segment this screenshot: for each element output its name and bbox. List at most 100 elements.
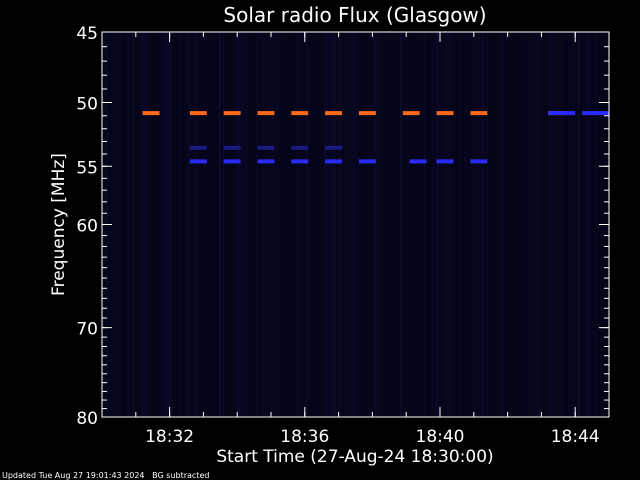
noise-streak (588, 32, 590, 417)
band-segment (325, 111, 342, 116)
noise-streak (223, 32, 224, 417)
noise-streak (191, 32, 193, 417)
band-segment (325, 145, 342, 150)
noise-streak (261, 32, 263, 417)
noise-streak (271, 32, 273, 417)
noise-streak (378, 32, 380, 417)
noise-streak (237, 32, 239, 417)
noise-streak (114, 32, 116, 417)
band-segment (223, 111, 241, 116)
band-segment (470, 111, 488, 116)
noise-streak (386, 32, 388, 417)
noise-streak (537, 32, 539, 417)
noise-streak (502, 32, 504, 417)
noise-streak (347, 32, 349, 417)
y-tick-label: 45 (76, 24, 98, 44)
noise-streak (326, 32, 328, 417)
noise-streak (276, 32, 278, 417)
noise-streak (558, 32, 560, 417)
noise-streak (306, 32, 308, 417)
noise-streak (400, 32, 402, 417)
noise-streak (117, 32, 118, 417)
noise-streak (165, 32, 167, 417)
noise-streak (354, 32, 356, 417)
y-tick-label: 50 (76, 95, 98, 115)
noise-streak (256, 32, 258, 417)
noise-streak (324, 32, 326, 417)
axes: 45 50 55 60 70 80 18:32 18:36 18:40 18:44 (76, 24, 610, 447)
noise-streak (508, 32, 510, 417)
noise-streak (442, 32, 444, 417)
band-segment (436, 111, 454, 116)
noise-streak (239, 32, 241, 417)
noise-streak (578, 32, 580, 417)
x-tick-label: 18:44 (551, 427, 600, 447)
noise-streak (501, 32, 503, 417)
x-tick-label: 18:32 (145, 427, 194, 447)
noise-streak (533, 32, 535, 417)
footer-status: Updated Tue Aug 27 19:01:43 2024 BG subt… (2, 471, 209, 480)
noise-streak (356, 32, 358, 417)
y-tick-label: 60 (76, 217, 98, 237)
noise-streak (473, 32, 475, 417)
noise-streak (334, 32, 336, 417)
noise-streak (445, 32, 447, 417)
plot-area (102, 32, 609, 417)
noise-streak (147, 32, 149, 417)
noise-streak (551, 32, 553, 417)
noise-streak (549, 32, 551, 417)
band-segment (142, 111, 160, 116)
noise-streak (237, 32, 239, 417)
noise-streak (556, 32, 558, 417)
noise-streak (264, 32, 266, 417)
noise-streak (480, 32, 482, 417)
noise-streak (235, 32, 237, 417)
noise-streak (246, 32, 248, 417)
noise-streak (243, 32, 245, 417)
noise-streak (418, 32, 420, 417)
noise-streak (325, 32, 327, 417)
chart-title: Solar radio Flux (Glasgow) (223, 3, 486, 27)
noise-streak (126, 32, 128, 417)
noise-streak (179, 32, 181, 417)
band-segment (291, 159, 309, 164)
x-tick-label: 18:36 (280, 427, 329, 447)
noise-streak (269, 32, 271, 417)
noise-streak (305, 32, 307, 417)
band-segment (358, 159, 376, 164)
noise-streak (266, 32, 268, 417)
noise-streak (145, 32, 147, 417)
noise-streak (220, 32, 221, 417)
noise-streak (460, 32, 462, 417)
band-segment (582, 111, 609, 116)
noise-streak (586, 32, 588, 417)
noise-streak (187, 32, 189, 417)
noise-streak (171, 32, 172, 417)
noise-streak (379, 32, 381, 417)
y-tick-label: 80 (76, 409, 98, 429)
noise-streak (160, 32, 162, 417)
band-segment (223, 159, 241, 164)
updated-timestamp: Updated Tue Aug 27 19:01:43 2024 (2, 471, 145, 480)
noise-streak (436, 32, 437, 417)
noise-streak (141, 32, 143, 417)
band-segment (189, 159, 207, 164)
noise-streak (307, 32, 309, 417)
noise-streak (128, 32, 130, 417)
noise-streak (344, 32, 346, 417)
noise-streak (586, 32, 588, 417)
emission-bands (142, 111, 609, 164)
x-tick-label: 18:40 (416, 427, 465, 447)
noise-streak (568, 32, 570, 417)
band-segment (358, 111, 376, 116)
noise-streak (134, 32, 136, 417)
noise-streak (188, 32, 190, 417)
band-segment (470, 159, 488, 164)
band-segment (291, 111, 309, 116)
noise-streak (330, 32, 332, 417)
noise-streak (141, 32, 143, 417)
noise-streak (436, 32, 438, 417)
band-segment (189, 111, 207, 116)
noise-streak (442, 32, 444, 417)
